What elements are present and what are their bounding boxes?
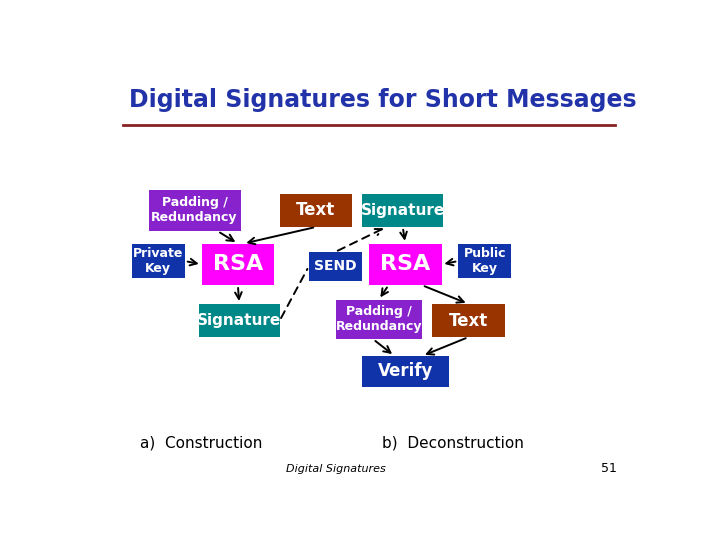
Text: Signature: Signature: [361, 203, 445, 218]
FancyBboxPatch shape: [202, 244, 274, 285]
Text: Text: Text: [297, 201, 336, 219]
FancyBboxPatch shape: [459, 245, 511, 278]
Text: Text: Text: [449, 312, 488, 329]
FancyBboxPatch shape: [336, 300, 422, 339]
Text: Digital Signatures for Short Messages: Digital Signatures for Short Messages: [129, 88, 636, 112]
Text: b)  Deconstruction: b) Deconstruction: [382, 436, 523, 451]
Text: RSA: RSA: [380, 254, 431, 274]
Text: Verify: Verify: [378, 362, 433, 381]
Text: Signature: Signature: [197, 313, 282, 328]
FancyBboxPatch shape: [199, 304, 279, 337]
Text: a)  Construction: a) Construction: [140, 436, 263, 451]
FancyBboxPatch shape: [369, 244, 441, 285]
FancyBboxPatch shape: [362, 194, 444, 227]
Text: Public
Key: Public Key: [464, 247, 506, 275]
Text: SEND: SEND: [314, 259, 356, 273]
FancyBboxPatch shape: [280, 194, 352, 227]
FancyBboxPatch shape: [132, 245, 185, 278]
Text: RSA: RSA: [212, 254, 263, 274]
Text: Digital Signatures: Digital Signatures: [286, 464, 385, 474]
Text: Padding /
Redundancy: Padding / Redundancy: [151, 197, 238, 224]
FancyBboxPatch shape: [362, 356, 449, 387]
FancyBboxPatch shape: [148, 190, 240, 231]
Text: Private
Key: Private Key: [133, 247, 184, 275]
FancyBboxPatch shape: [309, 252, 361, 281]
FancyBboxPatch shape: [432, 304, 505, 337]
Text: 51: 51: [601, 462, 617, 475]
Text: Padding /
Redundancy: Padding / Redundancy: [336, 306, 422, 334]
